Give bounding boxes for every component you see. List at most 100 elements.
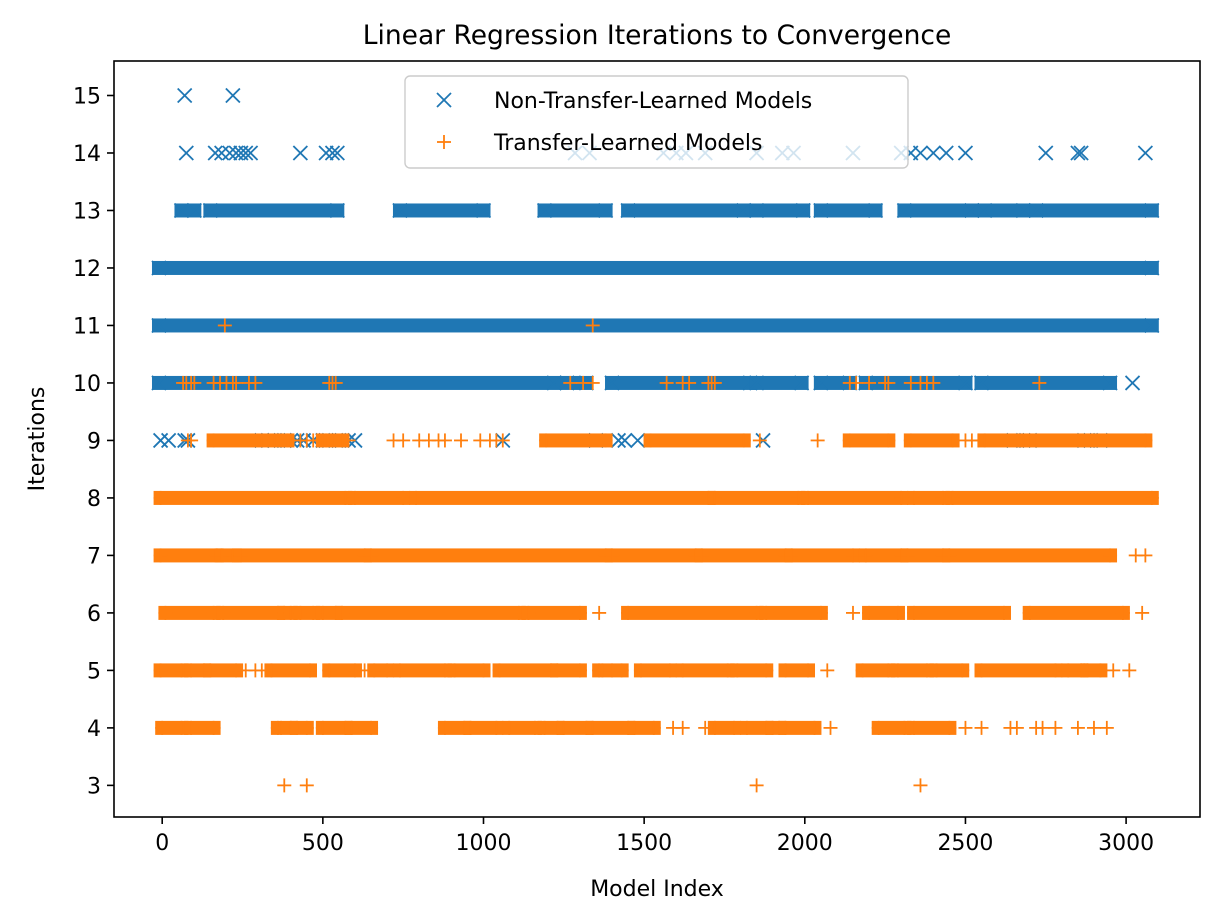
data-point	[845, 605, 860, 620]
data-point	[748, 375, 765, 391]
point-cluster	[335, 605, 526, 620]
x-axis-title: Model Index	[590, 877, 724, 902]
data-point	[315, 605, 330, 620]
data-point	[364, 548, 379, 563]
data-point	[392, 663, 407, 678]
point-cluster	[502, 720, 542, 735]
legend-label: Transfer-Learned Models	[493, 131, 763, 156]
data-point	[926, 375, 941, 390]
point-cluster	[151, 318, 1159, 333]
data-point	[977, 202, 993, 219]
data-point	[1022, 605, 1037, 620]
point-cluster	[707, 490, 806, 505]
point-cluster	[694, 548, 793, 563]
data-point	[605, 548, 620, 563]
data-point	[675, 663, 690, 678]
data-point	[896, 202, 913, 219]
data-point	[322, 663, 337, 678]
legend-marker	[436, 92, 452, 108]
point-cluster	[842, 433, 896, 448]
x-tick-label: 2000	[777, 831, 833, 856]
data-point	[1103, 548, 1118, 563]
series-transfer-points	[153, 318, 1159, 793]
data-point	[521, 605, 536, 620]
data-point	[292, 145, 308, 161]
data-point	[945, 433, 960, 448]
data-point	[1144, 260, 1160, 276]
data-point	[437, 433, 452, 448]
point-cluster	[347, 490, 411, 505]
data-point	[784, 548, 799, 563]
data-point	[894, 490, 909, 505]
data-point	[277, 778, 292, 793]
data-point	[238, 145, 254, 161]
point-cluster	[907, 490, 950, 505]
data-point	[795, 202, 811, 219]
data-point	[617, 432, 633, 449]
y-tick-label: 9	[87, 429, 101, 454]
point-cluster	[855, 663, 896, 678]
point-cluster	[153, 548, 224, 563]
data-point	[1048, 663, 1063, 678]
data-point	[1137, 145, 1154, 161]
data-point	[495, 433, 510, 448]
point-cluster	[862, 605, 905, 620]
data-point	[862, 375, 877, 390]
data-point	[727, 720, 742, 735]
data-point	[871, 720, 886, 735]
point-cluster	[392, 203, 491, 218]
point-cluster	[621, 203, 751, 218]
data-point	[913, 778, 928, 793]
data-point	[778, 720, 793, 735]
data-point	[329, 145, 345, 161]
data-point	[736, 202, 752, 219]
data-point	[187, 375, 202, 390]
data-point	[801, 663, 816, 678]
data-point	[964, 202, 980, 219]
point-cluster	[184, 720, 221, 735]
data-point	[184, 720, 199, 735]
data-point	[907, 605, 922, 620]
data-point	[945, 490, 960, 505]
data-point	[184, 663, 199, 678]
y-tick-label: 6	[87, 602, 101, 627]
data-point	[364, 720, 379, 735]
series-non-transfer-points	[151, 87, 1160, 449]
data-point	[912, 145, 929, 161]
data-point	[186, 202, 202, 219]
data-point	[315, 720, 330, 735]
data-point	[881, 375, 896, 390]
data-point	[489, 720, 504, 735]
y-tick-label: 7	[87, 544, 101, 569]
point-cluster	[778, 663, 816, 678]
point-cluster	[437, 720, 472, 735]
data-point	[536, 202, 553, 219]
data-point	[203, 663, 218, 678]
point-cluster	[174, 203, 202, 218]
data-point	[1070, 145, 1086, 161]
point-cluster	[1029, 203, 1159, 218]
data-point	[974, 720, 989, 735]
data-point	[1099, 720, 1114, 735]
data-point	[620, 202, 636, 219]
data-point	[216, 605, 231, 620]
point-cluster	[264, 663, 317, 678]
data-point	[585, 318, 600, 333]
data-point	[299, 778, 314, 793]
data-point	[1086, 720, 1101, 735]
point-cluster	[907, 605, 1012, 620]
data-point	[1122, 663, 1137, 678]
data-point	[217, 318, 232, 333]
data-point	[274, 720, 289, 735]
legend-label: Non-Transfer-Learned Models	[494, 89, 812, 114]
data-point	[1032, 375, 1047, 390]
data-point	[925, 145, 941, 161]
data-point	[1106, 663, 1121, 678]
legend-box	[404, 75, 909, 169]
data-point	[907, 490, 922, 505]
data-point	[694, 548, 709, 563]
data-point	[556, 720, 571, 735]
data-point	[730, 663, 745, 678]
data-point	[957, 145, 974, 161]
